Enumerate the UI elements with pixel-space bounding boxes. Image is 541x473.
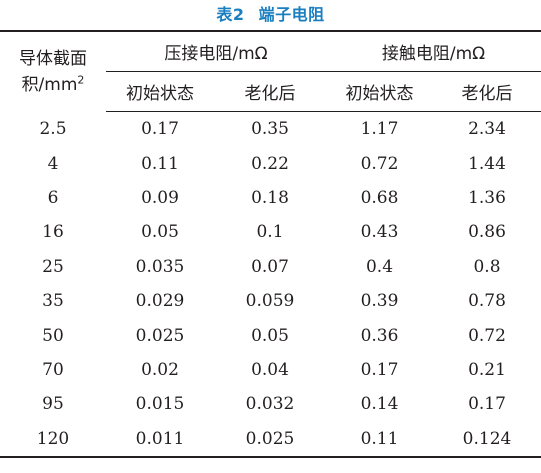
cell-crimp-initial: 0.09 <box>141 187 179 208</box>
cell-contact-aged: 1.36 <box>468 187 506 208</box>
cell-cross-section: 70 <box>42 359 64 380</box>
cell-crimp-initial: 0.025 <box>135 325 185 346</box>
table-body: 2.5 0.17 0.35 1.17 2.34 4 0.11 0.22 0.72 1.44 6 0.0… <box>0 112 541 458</box>
cell-crimp-initial: 0.02 <box>141 359 179 380</box>
cell-contact-initial: 1.17 <box>360 119 399 140</box>
table-row: 120 0.011 0.025 0.11 0.124 <box>0 421 541 458</box>
cell-contact-initial: 0.43 <box>360 222 399 243</box>
cell-crimp-aged: 0.025 <box>214 421 326 458</box>
cell-crimp-initial: 0.17 <box>141 119 179 140</box>
header-cross-section-sup: 2 <box>77 73 85 87</box>
table-row: 2.5 0.17 0.35 1.17 2.34 <box>0 112 541 147</box>
cell-cross-section: 35 <box>42 291 64 312</box>
subheader-crimp-aged: 老化后 <box>214 71 326 112</box>
cell-crimp-aged: 0.35 <box>251 119 289 140</box>
table-title: 端子电阻 <box>258 5 325 24</box>
header-cross-section-line1: 导体截面 <box>19 48 87 69</box>
cell-crimp-aged: 0.05 <box>251 325 289 346</box>
table-row: 35 0.029 0.059 0.39 0.78 <box>0 284 541 318</box>
cell-cross-section: 2.5 <box>39 118 67 139</box>
cell-contact-aged: 1.44 <box>468 153 506 174</box>
cell-contact-aged: 2.34 <box>468 119 506 140</box>
subheader-contact-initial: 初始状态 <box>326 71 433 112</box>
cell-cross-section: 16 <box>42 222 64 243</box>
cell-crimp-aged: 0.22 <box>251 153 289 174</box>
cell-contact-initial: 0.68 <box>360 187 399 208</box>
cell-contact-aged: 0.21 <box>468 359 506 380</box>
table-row: 70 0.02 0.04 0.17 0.21 <box>0 353 541 387</box>
cell-cross-section: 25 <box>42 256 64 277</box>
cell-cross-section: 95 <box>42 394 64 415</box>
header-cross-section: 导体截面 积/mm2 <box>0 30 106 112</box>
cell-contact-initial: 0.39 <box>360 291 399 312</box>
cell-cross-section: 120 <box>0 421 106 458</box>
cell-crimp-aged: 0.04 <box>251 359 289 380</box>
cell-contact-aged: 0.124 <box>433 421 541 458</box>
cell-contact-initial: 0.11 <box>326 421 433 458</box>
table-row: 50 0.025 0.05 0.36 0.72 <box>0 318 541 352</box>
cell-crimp-initial: 0.015 <box>135 394 185 415</box>
subheader-crimp-initial: 初始状态 <box>106 71 214 112</box>
cell-crimp-initial: 0.11 <box>141 153 179 174</box>
cell-cross-section: 6 <box>47 187 59 208</box>
terminal-resistance-table: 导体截面 积/mm2 压接电阻/mΩ 接触电阻/mΩ 初始状态 老化后 初始状态… <box>0 30 541 458</box>
cell-crimp-aged: 0.18 <box>251 187 289 208</box>
cell-contact-initial: 0.17 <box>360 359 399 380</box>
cell-crimp-initial: 0.029 <box>135 291 185 312</box>
table-row: 16 0.05 0.1 0.43 0.86 <box>0 215 541 249</box>
cell-contact-aged: 0.78 <box>468 291 506 312</box>
cell-contact-initial: 0.14 <box>360 394 399 415</box>
table-row: 25 0.035 0.07 0.4 0.8 <box>0 250 541 284</box>
cell-crimp-initial: 0.05 <box>141 222 179 243</box>
cell-crimp-aged: 0.059 <box>245 291 295 312</box>
table-caption: 表2 端子电阻 <box>0 3 541 27</box>
cell-cross-section: 50 <box>42 325 64 346</box>
header-cross-section-unit: 积/mm <box>21 74 78 95</box>
cell-contact-initial: 0.4 <box>365 256 394 277</box>
cell-contact-aged: 0.17 <box>468 394 506 415</box>
cell-crimp-initial: 0.011 <box>106 421 214 458</box>
table-row: 4 0.11 0.22 0.72 1.44 <box>0 146 541 180</box>
table-row: 95 0.015 0.032 0.14 0.17 <box>0 387 541 421</box>
cell-contact-aged: 0.86 <box>468 222 506 243</box>
header-contact-resistance: 接触电阻/mΩ <box>326 30 541 72</box>
header-crimp-resistance: 压接电阻/mΩ <box>106 30 326 72</box>
subheader-contact-aged: 老化后 <box>433 71 541 112</box>
cell-crimp-initial: 0.035 <box>135 256 185 277</box>
cell-crimp-aged: 0.07 <box>251 256 289 277</box>
cell-contact-aged: 0.72 <box>468 325 506 346</box>
cell-crimp-aged: 0.032 <box>245 394 295 415</box>
table-number: 表2 <box>216 5 245 24</box>
header-cross-section-line2: 积/mm2 <box>0 72 106 98</box>
cell-contact-aged: 0.8 <box>473 256 501 277</box>
cell-cross-section: 4 <box>47 153 59 174</box>
cell-crimp-aged: 0.1 <box>256 222 284 243</box>
cell-contact-initial: 0.36 <box>360 325 399 346</box>
cell-contact-initial: 0.72 <box>360 153 399 174</box>
table-row: 6 0.09 0.18 0.68 1.36 <box>0 181 541 215</box>
